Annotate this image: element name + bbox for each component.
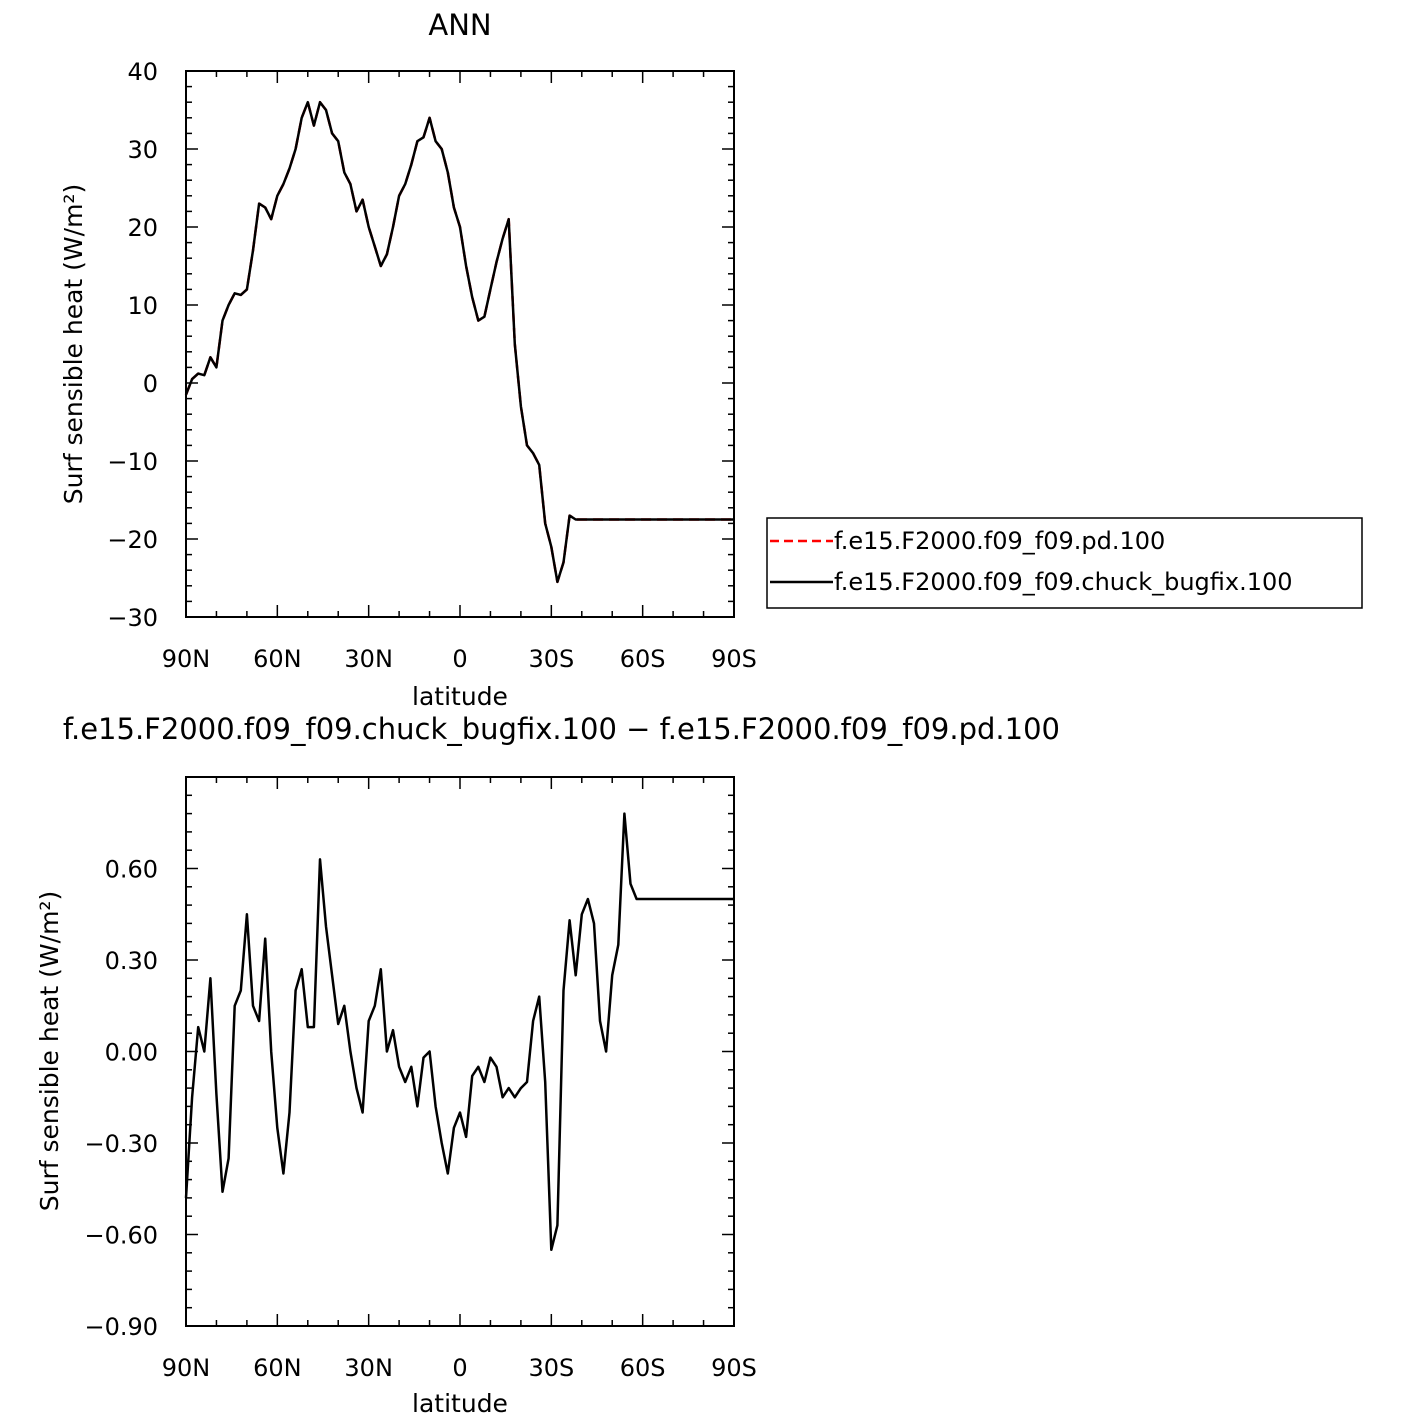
top-x-tick-label: 30N: [344, 645, 393, 673]
bottom-plot-frame: [185, 776, 735, 1327]
bottom-y-tick-label: −0.90: [84, 1313, 158, 1341]
top-panel: ANN 90N 60N 30N 0 30S 60S 90S −30 −20 −10 0 10 20 30 4…: [59, 8, 1363, 711]
bottom-x-tick-label: 30N: [344, 1354, 393, 1382]
legend-label-pd: f.e15.F2000.f09_f09.pd.100: [834, 527, 1165, 555]
top-y-tick-label: −30: [107, 604, 158, 632]
top-x-tick-label: 60N: [253, 645, 302, 673]
bottom-x-tick-label: 60N: [253, 1354, 302, 1382]
bottom-panel: f.e15.F2000.f09_f09.chuck_bugfix.100 − f…: [35, 712, 1060, 1418]
top-series-line-0: [184, 100, 734, 584]
top-y-tick-label: 30: [127, 136, 158, 164]
top-x-tick-label: 0: [452, 645, 467, 673]
top-y-tick-label: 10: [127, 292, 158, 320]
bottom-x-tick-label: 30S: [528, 1354, 574, 1382]
bottom-y-tick-label: 0.30: [105, 947, 158, 975]
top-x-tick-label: 90N: [162, 645, 211, 673]
bottom-x-tick-label: 90N: [162, 1354, 211, 1382]
top-legend: f.e15.F2000.f09_f09.pd.100 f.e15.F2000.f…: [766, 517, 1363, 609]
bottom-y-tick-label: −0.60: [84, 1222, 158, 1250]
top-y-tick-label: −20: [107, 526, 158, 554]
top-x-tick-label: 90S: [711, 645, 757, 673]
legend-label-bugfix: f.e15.F2000.f09_f09.chuck_bugfix.100: [834, 568, 1293, 596]
bottom-x-tick-label: 0: [452, 1354, 467, 1382]
top-x-tick-label: 60S: [620, 645, 666, 673]
bottom-y-tick-label: −0.30: [84, 1130, 158, 1158]
top-series-line-1: [184, 100, 734, 584]
top-y-tick-label: 40: [127, 58, 158, 86]
top-plot-frame: [185, 70, 735, 618]
top-x-tick-label: 30S: [528, 645, 574, 673]
legend-box: [766, 517, 1363, 609]
bottom-y-axis-label: Surf sensible heat (W/m²): [35, 891, 64, 1211]
top-y-axis-label: Surf sensible heat (W/m²): [59, 184, 88, 504]
bottom-chart-title: f.e15.F2000.f09_f09.chuck_bugfix.100 − f…: [63, 712, 1060, 746]
bottom-x-axis-label: latitude: [412, 1389, 508, 1418]
top-y-tick-label: 20: [127, 214, 158, 242]
bottom-x-tick-label: 90S: [711, 1354, 757, 1382]
top-y-tick-label: −10: [107, 448, 158, 476]
bottom-y-tick-label: 0.00: [105, 1039, 158, 1067]
top-chart-title: ANN: [428, 8, 491, 42]
bottom-series-line-0: [184, 812, 734, 1252]
top-y-tick-label: 0: [143, 370, 158, 398]
top-x-axis-label: latitude: [412, 682, 508, 711]
bottom-x-tick-label: 60S: [620, 1354, 666, 1382]
bottom-y-tick-label: 0.60: [105, 856, 158, 884]
